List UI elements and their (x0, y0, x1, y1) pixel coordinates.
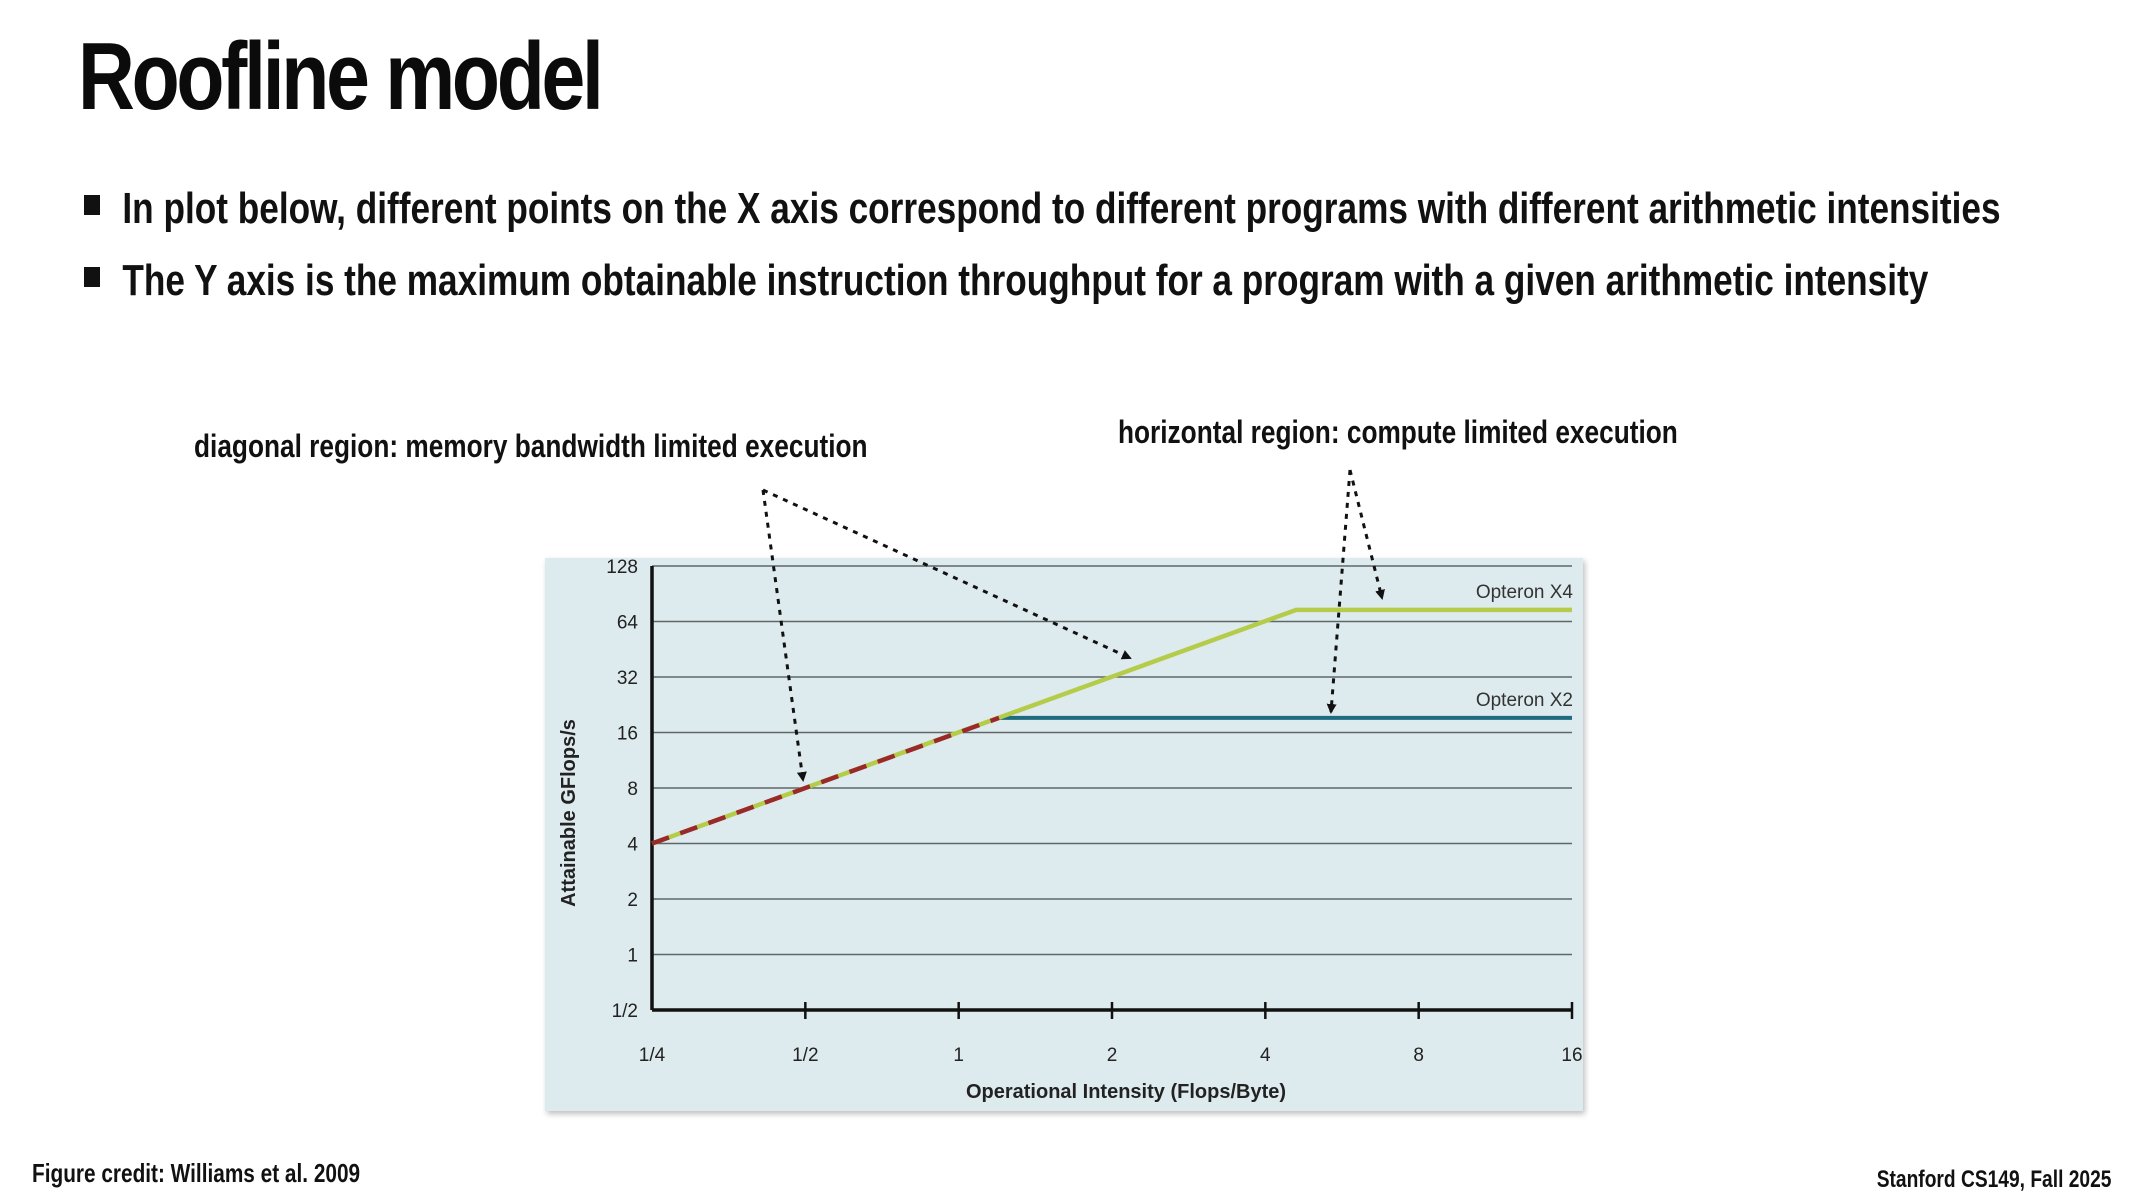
y-tick-label: 16 (617, 724, 638, 745)
y-tick-label: 64 (617, 613, 639, 634)
bullet-text: The Y axis is the maximum obtainable ins… (122, 256, 1929, 305)
y-tick-label: 32 (617, 668, 638, 689)
y-tick-label: 1/2 (612, 1001, 638, 1022)
annotation-diagonal: diagonal region: memory bandwidth limite… (194, 428, 868, 464)
figure-credit: Figure credit: Williams et al. 2009 (32, 1158, 361, 1188)
series-line-opteron-x2-diagonal (651, 715, 1000, 846)
bullet-square-icon (84, 267, 100, 287)
y-tick-label: 2 (627, 890, 638, 911)
y-axis-label: Attainable GFlops/s (558, 719, 580, 907)
y-tick-label: 128 (606, 557, 638, 578)
series-line-opteron-x4 (651, 607, 1572, 846)
slide-title: Roofline model (78, 23, 604, 130)
course-footer: Stanford CS149, Fall 2025 (1876, 1166, 2111, 1193)
axis-labels: Operational Intensity (Flops/Byte) Attain… (558, 719, 1286, 1103)
bullet-item: In plot below, different points on the X… (84, 184, 2001, 234)
x-tick-label: 1/4 (639, 1045, 666, 1066)
bullet-text: In plot below, different points on the X… (122, 184, 2001, 233)
tick-labels: 1/2 1 2 4 8 16 32 64 128 1/4 1/2 1 2 4 8 16 Opteron X4 Op… (606, 557, 1582, 1066)
axes (650, 566, 1574, 1019)
series-label-opteron-x2: Opteron X2 (1476, 690, 1573, 711)
bullet-item: The Y axis is the maximum obtainable ins… (84, 256, 1928, 306)
y-tick-label: 8 (627, 779, 638, 800)
x-tick-label: 1/2 (792, 1045, 818, 1066)
series-label-opteron-x4: Opteron X4 (1476, 582, 1574, 603)
y-tick-label: 4 (627, 835, 638, 856)
arrow-to-diagonal-high (762, 488, 1132, 660)
annotation-arrows (761, 469, 1385, 782)
x-axis-label: Operational Intensity (Flops/Byte) (966, 1081, 1286, 1103)
plot-background (545, 558, 1583, 1111)
x-tick-label: 16 (1561, 1045, 1582, 1066)
x-tick-label: 8 (1413, 1045, 1424, 1066)
arrow-to-diagonal-low (761, 489, 807, 782)
series-lines (651, 607, 1572, 846)
x-tick-label: 1 (953, 1045, 964, 1066)
y-tick-label: 1 (627, 946, 638, 967)
annotation-horizontal: horizontal region: compute limited execu… (1118, 414, 1678, 450)
arrow-to-x2-flat (1326, 469, 1352, 714)
x-tick-label: 2 (1107, 1045, 1118, 1066)
bullet-square-icon (84, 195, 100, 215)
x-tick-label: 4 (1260, 1045, 1271, 1066)
